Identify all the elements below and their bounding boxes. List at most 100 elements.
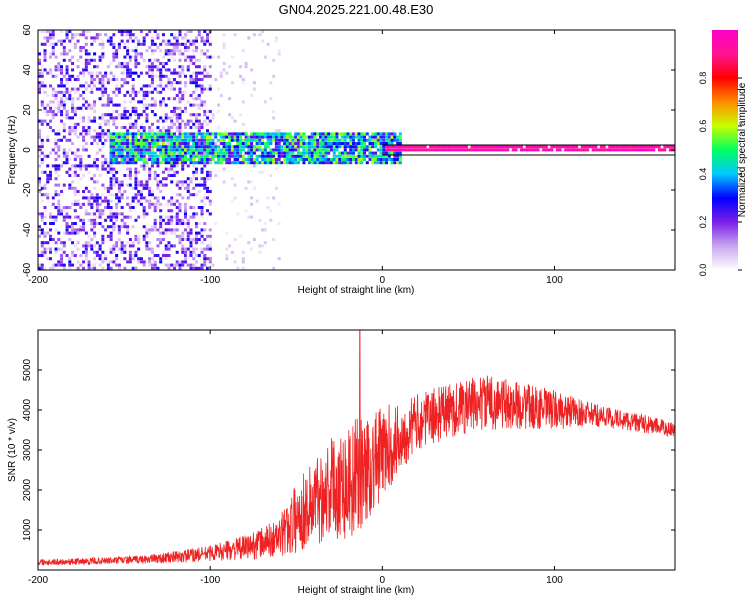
spectrogram-cell — [57, 193, 61, 197]
spectrogram-cell — [186, 231, 190, 235]
spectrogram-cell — [126, 138, 130, 142]
spectrogram-cell — [65, 215, 69, 219]
spectrogram-cell — [40, 122, 44, 126]
spectrogram-cell — [43, 55, 47, 59]
spectrogram-cell — [307, 145, 311, 149]
spectrogram-cell — [261, 30, 265, 33]
spectrogram-cell — [167, 170, 171, 174]
spectrogram-cell — [200, 103, 204, 107]
spectrogram-cell — [109, 113, 113, 117]
spectrogram-cell — [79, 228, 83, 232]
spectrogram-cell — [250, 138, 254, 142]
spectrogram-cell — [145, 119, 149, 123]
spectrogram-cell — [51, 222, 55, 225]
spectrogram-cell — [98, 254, 102, 257]
spectrogram-cell — [354, 142, 358, 145]
spectrogram-cell — [46, 135, 50, 139]
spectrogram-cell — [189, 244, 193, 248]
spectrogram-cell — [189, 58, 193, 62]
spectrogram-cell — [145, 145, 149, 149]
spectrogram-cell — [159, 148, 163, 152]
spectrogram-cell — [170, 119, 174, 123]
spectrogram-cell — [396, 145, 400, 149]
spectrogram-cell — [200, 167, 204, 171]
spectrogram-cell — [583, 145, 587, 149]
spectrogram-cell — [93, 158, 97, 161]
spectrogram-cell — [49, 170, 53, 174]
spectrogram-cell — [343, 135, 347, 139]
spectrogram-cell — [126, 30, 130, 33]
spectrogram-cell — [453, 145, 457, 149]
spectrogram-cell — [338, 145, 342, 149]
spectrogram-cell — [241, 250, 245, 254]
spectrogram-cell — [112, 212, 116, 216]
spectrogram-cell — [197, 142, 201, 145]
spectrogram-cell — [46, 71, 50, 75]
spectrogram-cell — [145, 84, 149, 88]
spectrogram-cell — [62, 244, 66, 248]
spectrogram-cell — [150, 263, 154, 267]
spectrogram-cell — [178, 87, 182, 91]
spectrogram-cell — [192, 81, 196, 85]
spectrogram-cell — [109, 206, 113, 209]
spectrogram-cell — [167, 241, 171, 245]
spectrogram-cell — [272, 110, 276, 113]
spectrogram-cell — [178, 154, 182, 158]
spectrogram-cell — [228, 142, 232, 145]
spectrogram-cell — [261, 244, 265, 248]
spectrogram-cell — [316, 132, 320, 136]
spectrogram-cell — [115, 145, 119, 149]
spectrogram-cell — [382, 142, 386, 145]
spectrogram-cell — [76, 228, 80, 232]
spectrogram-cell — [109, 97, 113, 101]
spectrogram-cell — [156, 244, 160, 248]
spectrogram-cell — [172, 52, 176, 56]
spectrogram-cell — [54, 167, 58, 171]
spectrogram-cell — [104, 113, 108, 117]
spectrogram-cell — [104, 257, 108, 261]
spectrogram-cell — [38, 90, 41, 94]
colorbar-ticks: 0.00.20.40.60.8 — [698, 72, 742, 276]
spectrogram-cell — [341, 132, 345, 136]
colorbar-tick-label: 0.6 — [698, 120, 708, 133]
spectrogram-cell — [272, 151, 276, 155]
spectrogram-cell — [104, 74, 108, 78]
spectrogram-cell — [51, 42, 55, 46]
spectrogram-cell — [481, 145, 485, 149]
spectrogram-cell — [93, 196, 97, 200]
spectrogram-cell — [181, 36, 185, 40]
spectrogram-cell — [153, 103, 157, 107]
spectrogram-cell — [222, 135, 226, 139]
spectrogram-cell — [71, 129, 75, 133]
spectrogram-cell — [62, 90, 66, 94]
spectrogram-cell — [310, 138, 314, 142]
spectrogram-cell — [219, 154, 223, 158]
spectrogram-cell — [43, 266, 47, 270]
spectrogram-cell — [252, 81, 256, 85]
spectrogram-cell — [195, 138, 199, 142]
spectrogram-cell — [117, 228, 121, 232]
spectrogram-cell — [43, 206, 47, 209]
spectrogram-cell — [175, 250, 179, 254]
spectrogram-cell — [131, 135, 135, 139]
spectrogram-cell — [192, 177, 196, 181]
spectrogram-cell — [49, 222, 53, 225]
spectrogram-cell — [106, 97, 110, 101]
spectrogram-cell — [71, 228, 75, 232]
spectrogram-cell — [57, 164, 61, 168]
spectrogram-cell — [500, 148, 504, 152]
spectrogram-cell — [459, 145, 463, 149]
spectrogram-cell — [349, 138, 353, 142]
spectrogram-cell — [109, 36, 113, 40]
spectrogram-cell — [73, 154, 77, 158]
spectrogram-cell — [117, 135, 121, 139]
spectrogram-cell — [192, 103, 196, 107]
spectrogram-cell — [181, 145, 185, 149]
spectrogram-cell — [239, 148, 243, 152]
spectrogram-cell — [222, 148, 226, 152]
spectrogram-cell — [164, 138, 168, 142]
spectrogram-cell — [175, 126, 179, 129]
spectrogram-cell — [379, 151, 383, 155]
spectrogram-cell — [189, 215, 193, 219]
spectrogram-cell — [280, 151, 284, 155]
